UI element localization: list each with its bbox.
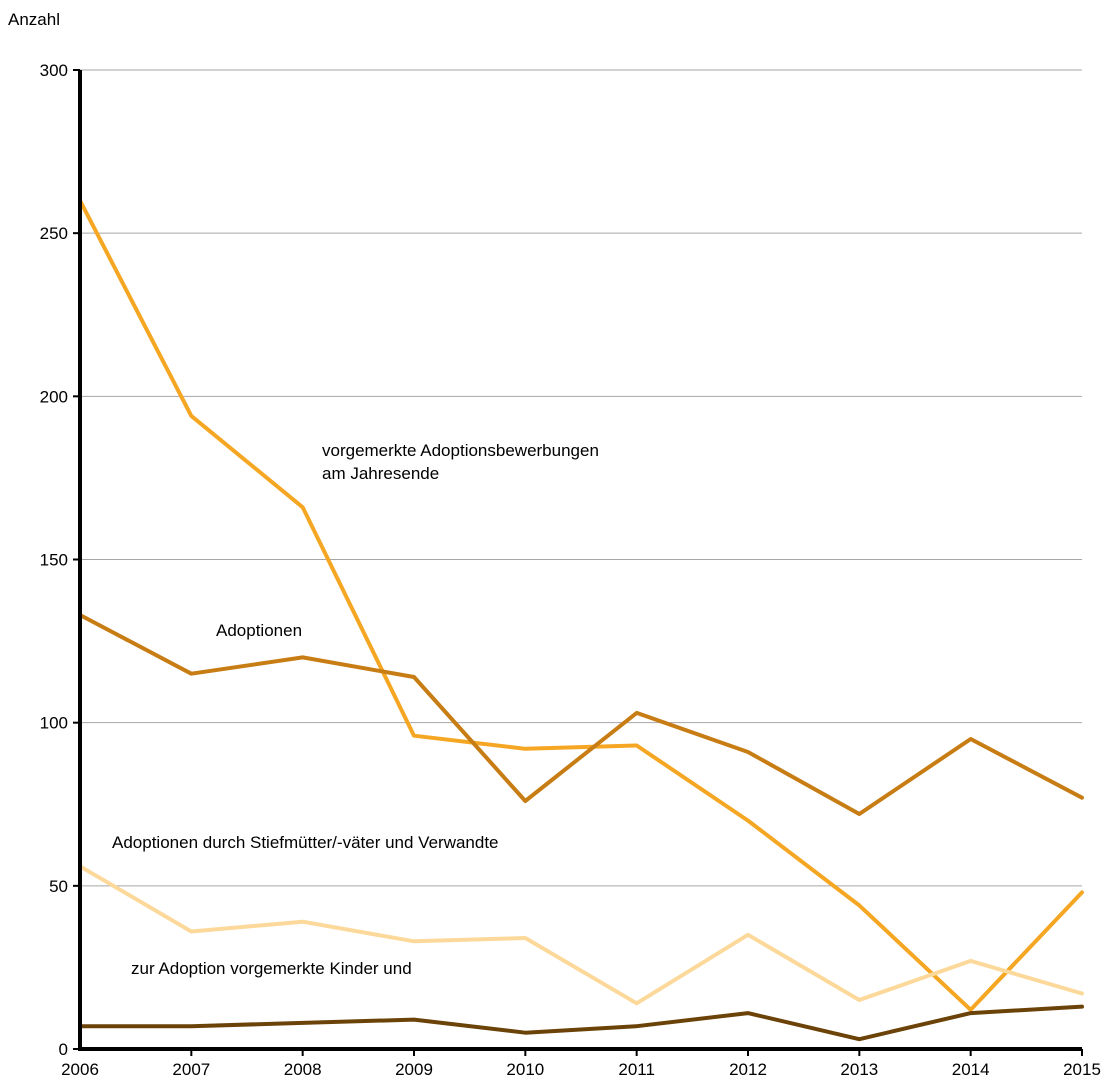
series-lines (78, 198, 1084, 1042)
x-tick-label: 2015 (1063, 1060, 1101, 1079)
series-line-1 (78, 613, 1084, 816)
y-tick-label: 250 (40, 224, 68, 243)
y-axis-label: Anzahl (8, 10, 60, 29)
y-tick-label: 300 (40, 61, 68, 80)
series-annotation-0: vorgemerkte Adoptionsbewerbungen am Jahre… (322, 441, 599, 483)
x-tick-label: 2008 (284, 1060, 322, 1079)
x-tick-label: 2010 (506, 1060, 544, 1079)
gridlines (80, 69, 1082, 887)
y-tick-label: 50 (49, 877, 68, 896)
series-line-3 (78, 1004, 1084, 1042)
x-tick-label: 2014 (952, 1060, 990, 1079)
y-tick-label: 150 (40, 551, 68, 570)
series-annotations: vorgemerkte Adoptionsbewerbungen am Jahre… (112, 441, 599, 978)
series-annotation-2: Adoptionen durch Stiefmütter/-väter und … (112, 833, 499, 852)
x-tick-label: 2013 (840, 1060, 878, 1079)
x-tick-label: 2006 (61, 1060, 99, 1079)
y-tick-label: 100 (40, 714, 68, 733)
series-annotation-3: zur Adoption vorgemerkte Kinder und (131, 959, 412, 978)
axes (73, 69, 1083, 1056)
y-tick-label: 0 (59, 1040, 68, 1059)
series-line-0 (78, 198, 1084, 1012)
x-tick-labels: 2006 2007 2008 2009 2010 2011 2012 2013 2014 2015 (61, 1060, 1101, 1079)
series-line-2 (78, 864, 1084, 1006)
series-annotation-1: Adoptionen (216, 621, 302, 640)
x-tick-label: 2009 (395, 1060, 433, 1079)
y-tick-label: 200 (40, 387, 68, 406)
y-tick-labels: 0 50 100 150 200 250 300 (40, 61, 68, 1059)
x-tick-label: 2012 (729, 1060, 767, 1079)
x-tick-label: 2011 (618, 1060, 655, 1079)
x-tick-label: 2007 (172, 1060, 210, 1079)
